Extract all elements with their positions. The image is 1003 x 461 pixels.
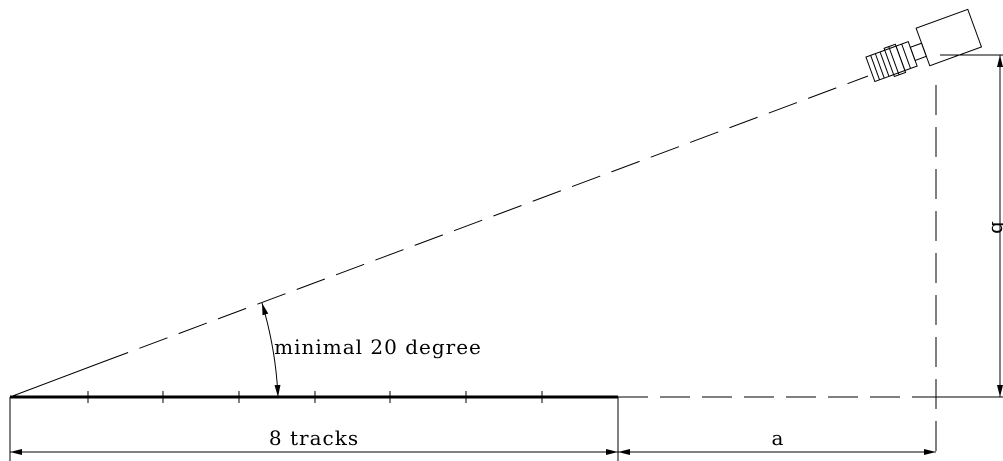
angle-arrow xyxy=(261,302,281,398)
track-ticks xyxy=(87,391,543,403)
b-label: b xyxy=(987,221,1003,235)
sight-line-start xyxy=(9,362,101,398)
tracks-label: 8 tracks xyxy=(269,426,359,450)
a-label: a xyxy=(772,426,785,450)
sight-line xyxy=(99,75,869,364)
camera xyxy=(865,8,983,83)
angle-label: minimal 20 degree xyxy=(274,335,482,359)
